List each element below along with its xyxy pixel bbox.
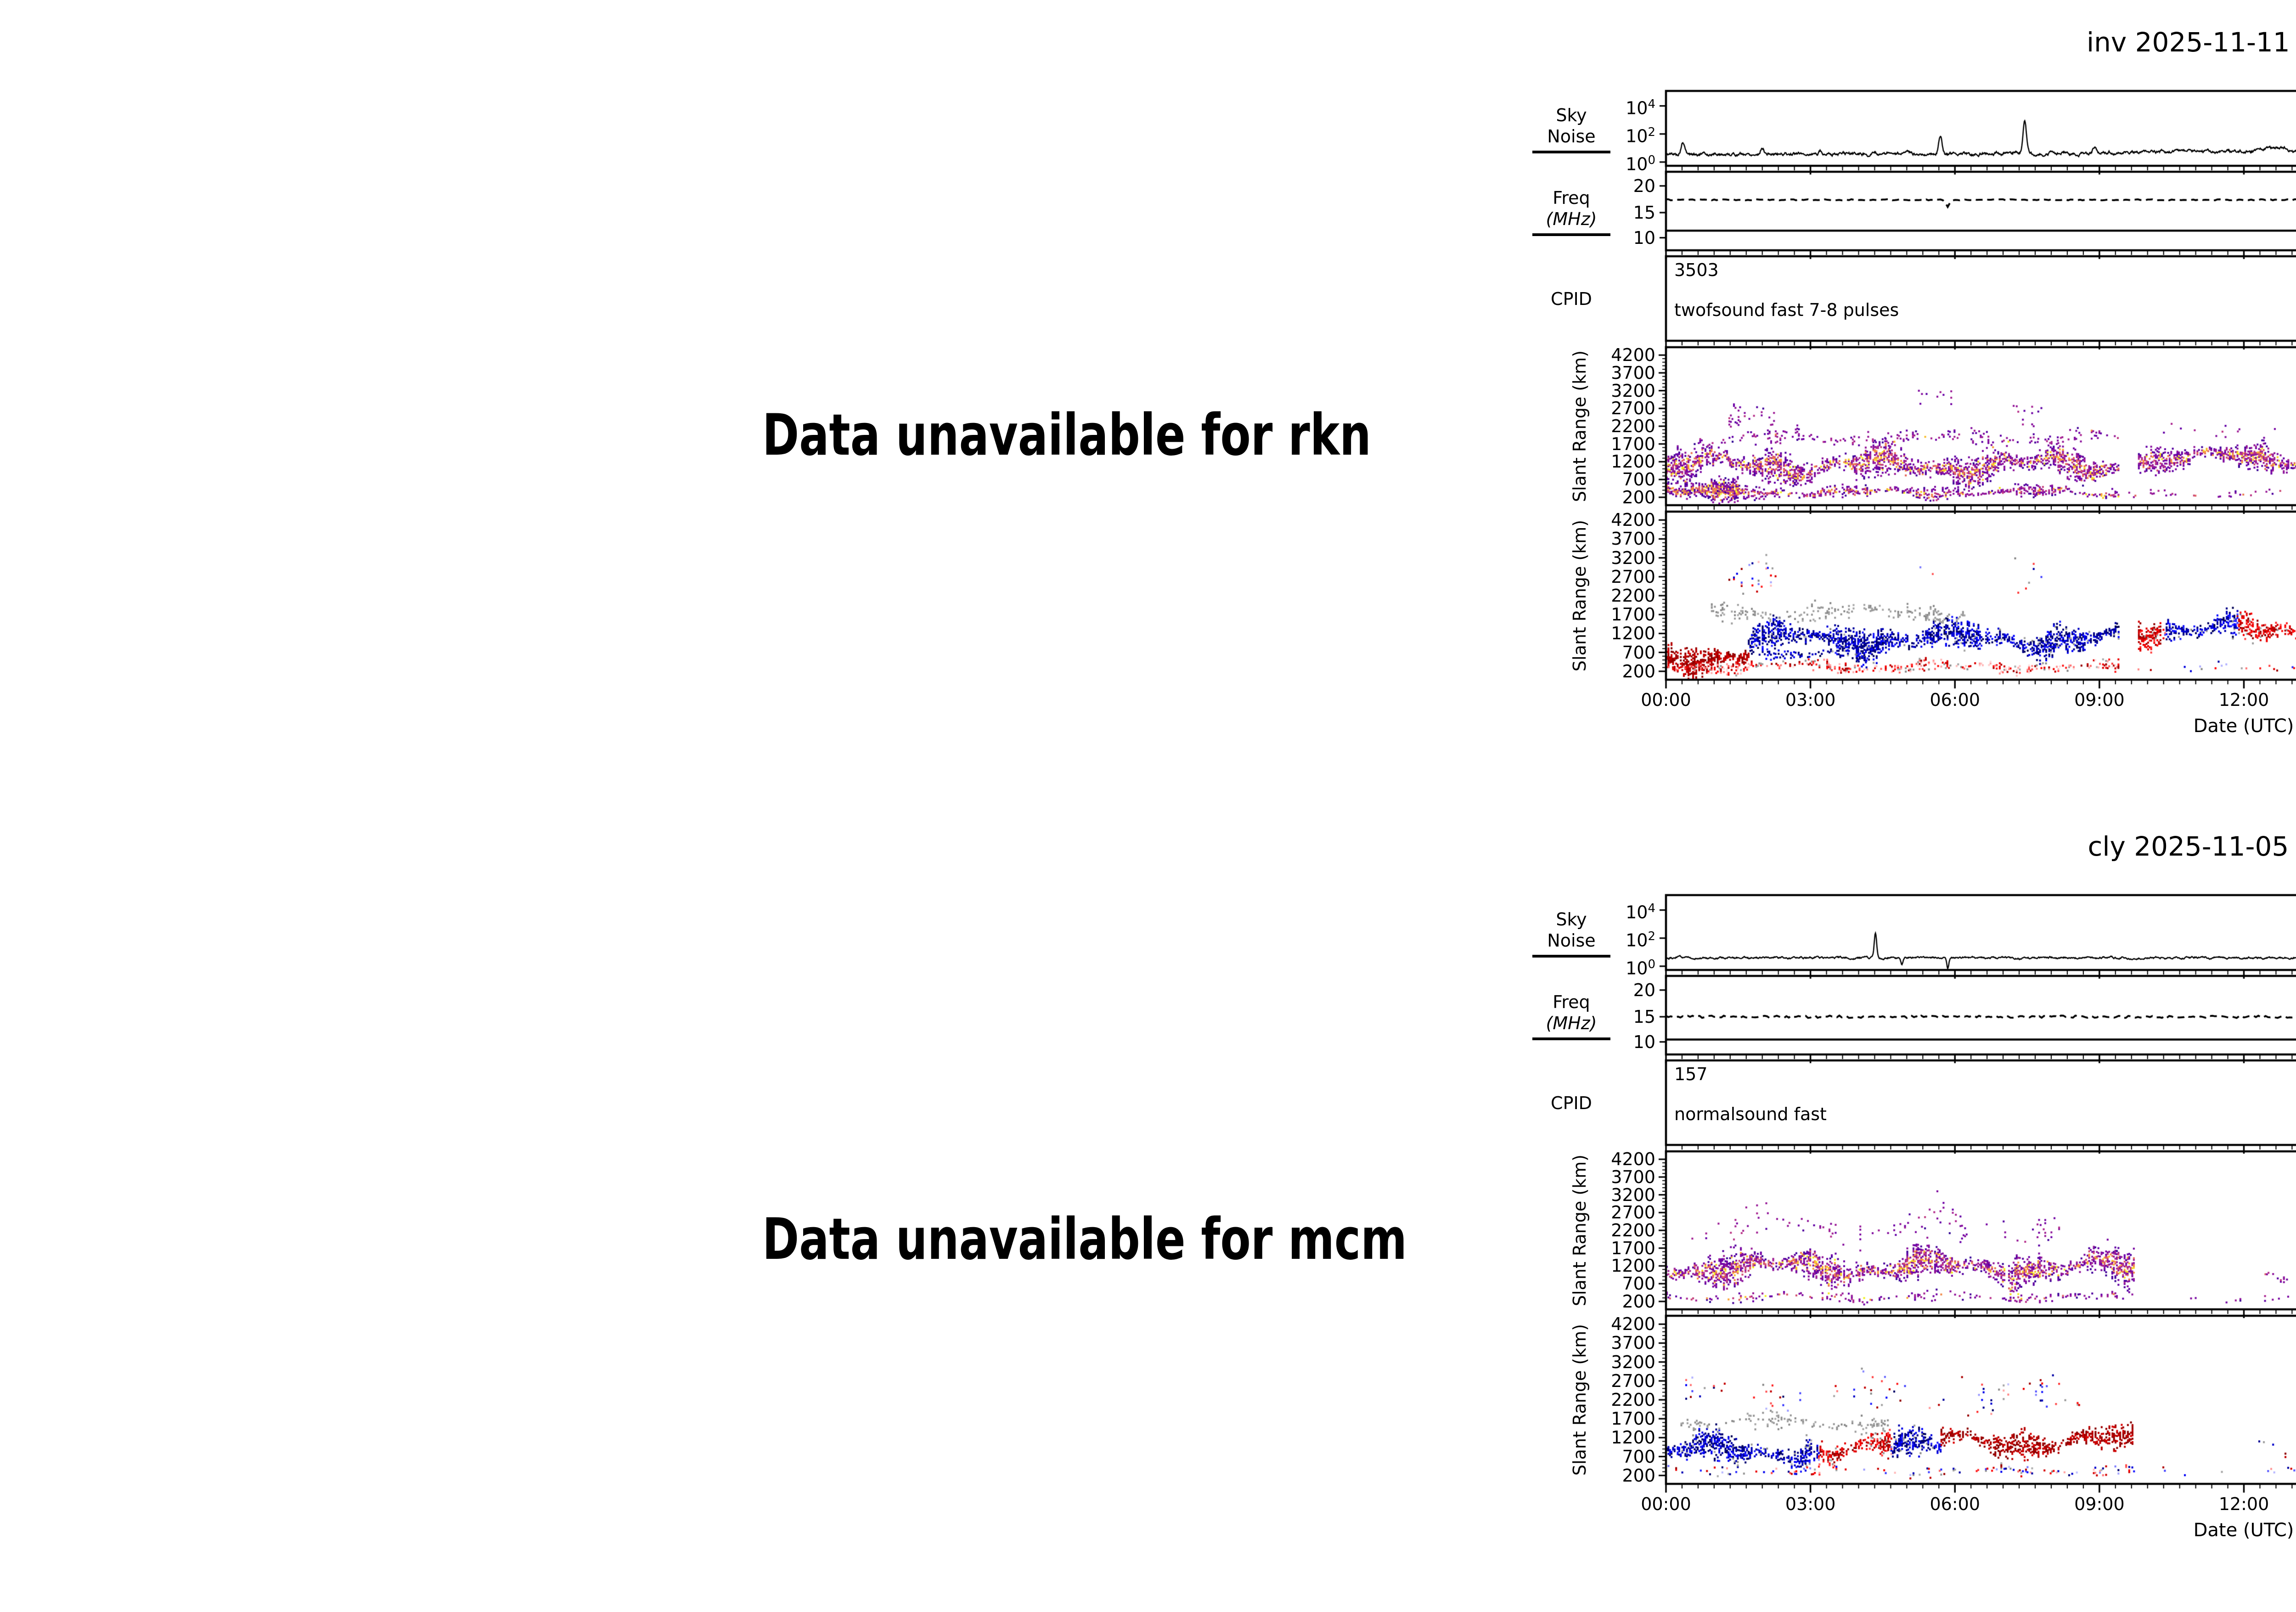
- x-tick-label: 00:00: [1641, 1494, 1691, 1514]
- range-tick-label: 4200: [1611, 345, 1655, 366]
- sky-noise-axis-label: Sky Noise: [1532, 909, 1610, 958]
- range-tick-label: 4200: [1611, 510, 1655, 530]
- noise-tick-label: 102: [1626, 125, 1655, 147]
- range-tick-label: 200: [1622, 1465, 1655, 1486]
- velocity-heatmap-canvas: [1654, 500, 2296, 692]
- status-message: Data unavailable for mcm: [762, 1206, 1407, 1273]
- range-tick-label: 1700: [1611, 1409, 1655, 1429]
- range-tick-label: 3200: [1611, 380, 1655, 401]
- freq-tick-label: 15: [1633, 202, 1655, 223]
- range-tick-label: 700: [1622, 1274, 1655, 1294]
- range-tick-label: 3700: [1611, 529, 1655, 549]
- x-tick-label: 12:00: [2218, 690, 2269, 710]
- range-tick-label: 700: [1622, 642, 1655, 663]
- range-tick-label: 2200: [1611, 1220, 1655, 1240]
- range-tick-label: 3200: [1611, 547, 1655, 568]
- x-tick-label: 00:00: [1641, 690, 1691, 710]
- range-tick-label: 200: [1622, 1291, 1655, 1312]
- freq-tick-label: 10: [1633, 1031, 1655, 1052]
- range-tick-label: 2200: [1611, 586, 1655, 606]
- range-tick-label: 2700: [1611, 1370, 1655, 1391]
- range-tick-label: 2700: [1611, 566, 1655, 587]
- cpid-axis-label: CPID: [1551, 289, 1592, 309]
- noise-tick-label: 104: [1626, 901, 1655, 923]
- range-tick-label: 3700: [1611, 362, 1655, 383]
- range-tick-label: 1200: [1611, 623, 1655, 644]
- range-tick-label: 4200: [1611, 1149, 1655, 1170]
- range-tick-label: 1700: [1611, 434, 1655, 454]
- figure-title: cly 2025-11-05 Beam 7: [2088, 831, 2296, 862]
- freq-tick-label: 10: [1633, 227, 1655, 248]
- range-tick-label: 1200: [1611, 451, 1655, 472]
- range-tick-label: 1200: [1611, 1256, 1655, 1276]
- noise-tick-label: 104: [1626, 97, 1655, 118]
- x-tick-label: 09:00: [2074, 690, 2125, 710]
- sky-noise-axis-label: Sky Noise: [1532, 105, 1610, 153]
- date-axis-label: Date (UTC): [2193, 1520, 2294, 1541]
- x-tick-label: 03:00: [1785, 1494, 1836, 1514]
- range-tick-label: 4200: [1611, 1314, 1655, 1335]
- figure-cly: cly 2025-11-05 Beam 7 Data unavailable f…: [0, 804, 2296, 1608]
- range-tick-label: 3200: [1611, 1352, 1655, 1372]
- cpid-panel-canvas: [1654, 244, 2296, 353]
- velocity-heatmap-canvas: [1654, 1304, 2296, 1496]
- range-tick-label: 2200: [1611, 1390, 1655, 1410]
- noise-tick-label: 102: [1626, 929, 1655, 951]
- snr-heatmap-canvas: [1654, 1139, 2296, 1321]
- noise-tick-label: 100: [1626, 957, 1655, 979]
- x-tick-label: 09:00: [2074, 1494, 2125, 1514]
- status-message: Data unavailable for rkn: [762, 402, 1372, 468]
- status-message-clip: Data unavailable for rkn: [762, 400, 1533, 470]
- freq-axis-label: Freq (MHz): [1532, 992, 1610, 1040]
- x-tick-label: 03:00: [1785, 690, 1836, 710]
- range-tick-label: 3200: [1611, 1184, 1655, 1205]
- noise-tick-label: 100: [1626, 153, 1655, 175]
- range-tick-label: 200: [1622, 661, 1655, 682]
- range-tick-label: 3700: [1611, 1167, 1655, 1187]
- range-tick-label: 700: [1622, 469, 1655, 490]
- range-tick-label: 1200: [1611, 1427, 1655, 1448]
- x-tick-label: 06:00: [1930, 1494, 1981, 1514]
- range-tick-label: 200: [1622, 487, 1655, 507]
- range-tick-label: 3700: [1611, 1333, 1655, 1353]
- snr-heatmap-canvas: [1654, 335, 2296, 517]
- figure-title: inv 2025-11-11 Beam 7: [2087, 27, 2296, 58]
- figure-inv: inv 2025-11-11 Beam 7 Data unavailable f…: [0, 0, 2296, 804]
- range-tick-label: 2700: [1611, 398, 1655, 419]
- freq-axis-label: Freq (MHz): [1532, 187, 1610, 236]
- date-axis-label: Date (UTC): [2193, 716, 2294, 737]
- freq-tick-label: 20: [1633, 980, 1655, 1000]
- freq-tick-label: 15: [1633, 1006, 1655, 1027]
- range-tick-label: 1700: [1611, 604, 1655, 625]
- range-tick-label: 1700: [1611, 1238, 1655, 1258]
- range-tick-label: 700: [1622, 1446, 1655, 1467]
- freq-tick-label: 20: [1633, 175, 1655, 196]
- status-message-clip: Data unavailable for mcm: [762, 1205, 1533, 1274]
- x-tick-label: 06:00: [1930, 690, 1981, 710]
- cpid-panel-canvas: [1654, 1048, 2296, 1157]
- cpid-axis-label: CPID: [1551, 1093, 1592, 1113]
- range-tick-label: 2200: [1611, 416, 1655, 436]
- range-tick-label: 2700: [1611, 1202, 1655, 1223]
- x-tick-label: 12:00: [2218, 1494, 2269, 1514]
